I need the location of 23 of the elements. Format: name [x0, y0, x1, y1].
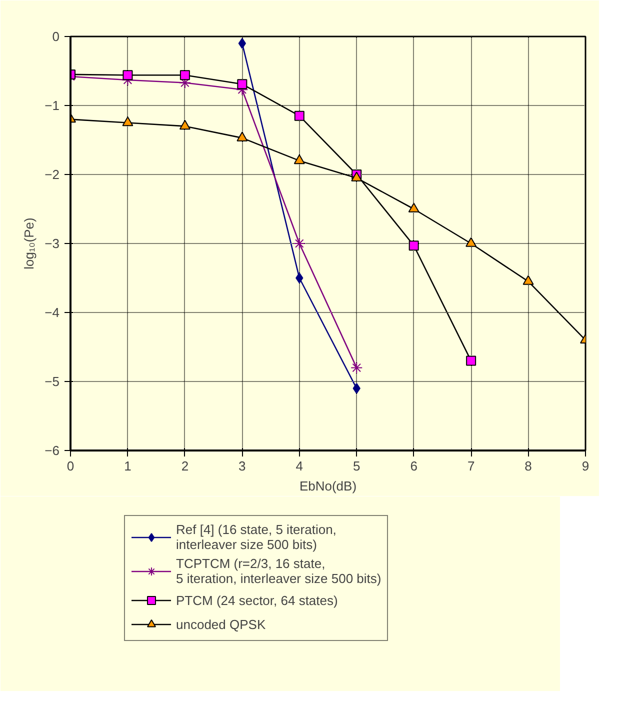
x-tick-label: 9 [582, 458, 590, 474]
x-tick-label: 8 [524, 458, 532, 474]
x-tick-label: 2 [181, 458, 189, 474]
y-axis-title: log₁₀(Pe) [22, 218, 37, 270]
legend-label: uncoded QPSK [176, 616, 266, 632]
legend-label: Ref [4] (16 state, 5 iteration, interleaver size 500 bits) [176, 522, 336, 552]
x-tick-label: 7 [467, 458, 475, 474]
y-tick-label: −4 [44, 305, 60, 320]
x-tick-label: 5 [352, 458, 360, 474]
x-tick-label: 4 [296, 458, 304, 474]
y-tick-label: −6 [44, 443, 60, 458]
y-tick-label: −3 [44, 236, 60, 251]
x-tick-label: 0 [66, 458, 74, 474]
legend-label: PTCM (24 sector, 64 states) [176, 592, 338, 608]
x-tick-label: 1 [124, 458, 132, 474]
y-tick-label: −1 [44, 98, 60, 113]
y-tick-label: 0 [52, 29, 60, 44]
x-axis-title: EbNo(dB) [299, 478, 357, 494]
legend-label: TCPTCM (r=2/3, 16 state, 5 iteration, interleaver size 500 bits) [176, 556, 382, 586]
x-tick-label: 6 [410, 458, 418, 474]
y-tick-label: −5 [44, 374, 60, 389]
y-tick-label: −2 [44, 167, 60, 182]
x-tick-label: 3 [238, 458, 246, 474]
